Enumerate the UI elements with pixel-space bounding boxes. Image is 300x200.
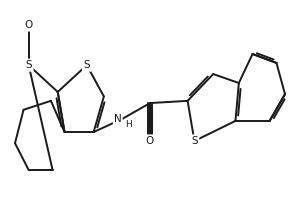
Text: S: S: [191, 136, 198, 146]
Text: N: N: [114, 114, 122, 124]
Text: S: S: [83, 60, 90, 70]
Text: H: H: [125, 120, 131, 129]
Text: O: O: [25, 20, 33, 30]
Text: O: O: [146, 136, 154, 146]
Text: S: S: [26, 60, 32, 70]
